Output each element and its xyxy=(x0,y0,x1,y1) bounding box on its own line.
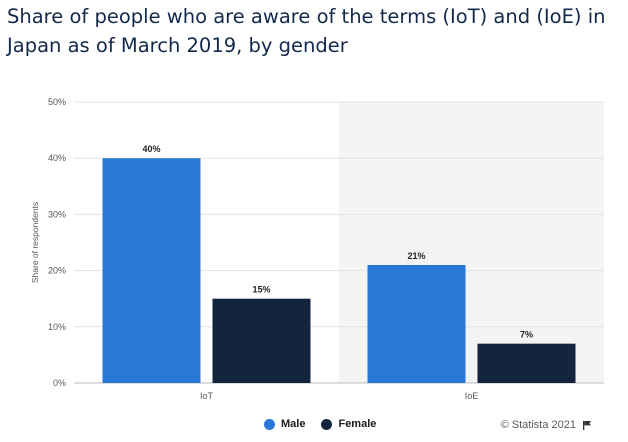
bar-female-ioe xyxy=(477,343,576,383)
chart-card: 0% 10% 20% 30% 40% 50% Share of respondents 40%… xyxy=(4,72,622,438)
y-axis-title: Share of respondents xyxy=(30,202,40,283)
flag-icon[interactable] xyxy=(582,420,592,430)
y-tick-label: 30% xyxy=(48,209,66,219)
y-tick-label: 50% xyxy=(48,97,66,107)
x-tick-label: IoE xyxy=(465,391,479,401)
data-label: 15% xyxy=(252,285,270,295)
bar-female-iot xyxy=(212,298,311,383)
statista-credit[interactable]: © Statista 2021 xyxy=(501,419,592,431)
legend-label-male: Male xyxy=(281,418,306,430)
data-label: 21% xyxy=(407,251,425,261)
y-tick-label: 40% xyxy=(48,153,66,163)
data-label: 40% xyxy=(142,144,160,154)
bar-chart: 0% 10% 20% 30% 40% 50% Share of respondents 40%… xyxy=(30,97,604,401)
legend-item-female[interactable]: Female xyxy=(321,418,376,430)
y-tick-label: 20% xyxy=(48,266,66,276)
x-tick-label: IoT xyxy=(200,391,214,401)
bar-male-ioe xyxy=(367,264,466,383)
legend-item-male[interactable]: Male xyxy=(264,418,305,430)
legend-swatch-male xyxy=(264,418,275,430)
legend-label-female: Female xyxy=(338,418,377,430)
chart-title: Share of people who are aware of the ter… xyxy=(7,5,606,57)
legend-swatch-female xyxy=(321,418,333,430)
y-tick-label: 10% xyxy=(48,322,66,332)
credit-text: © Statista 2021 xyxy=(500,419,576,431)
chart-legend: Male Female xyxy=(264,418,392,430)
bar-male-iot xyxy=(102,158,201,383)
data-label: 7% xyxy=(520,330,533,340)
y-tick-label: 0% xyxy=(53,378,66,388)
